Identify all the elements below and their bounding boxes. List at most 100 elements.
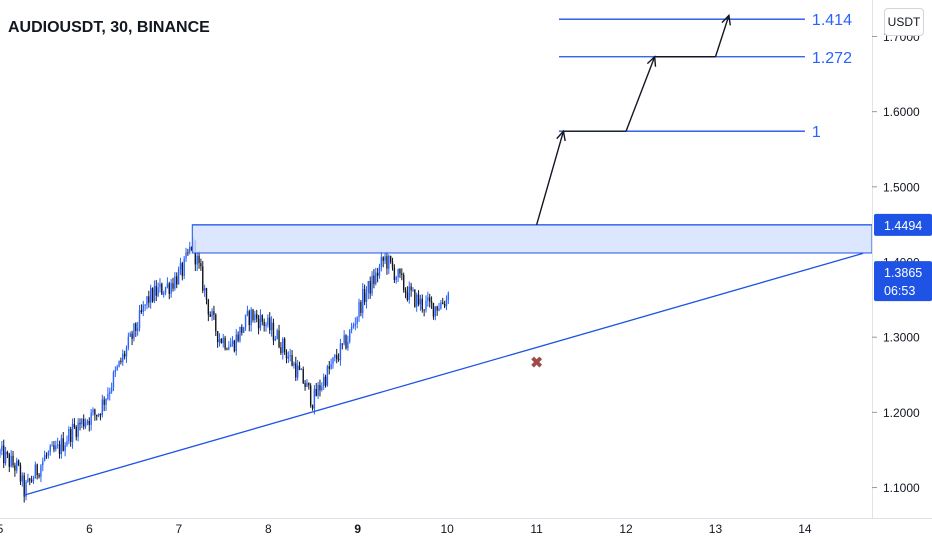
candle-body — [29, 478, 31, 481]
candle-body — [440, 302, 442, 309]
projection-segment — [714, 15, 730, 57]
candle-body — [423, 309, 425, 311]
candle-body — [3, 445, 5, 464]
candle-body — [146, 296, 148, 305]
candle-body — [172, 283, 174, 289]
candle-body — [274, 339, 277, 341]
candle-body — [43, 455, 46, 462]
candles-group — [0, 237, 450, 503]
candle-body — [220, 339, 223, 344]
candle-body — [276, 330, 278, 340]
candle-body — [296, 365, 299, 378]
countdown-label: 06:53 — [884, 284, 915, 298]
candle-body — [198, 255, 200, 264]
zone-price-badge — [874, 213, 932, 236]
candle-body — [170, 283, 172, 294]
candle-body — [163, 293, 165, 295]
time-tick-label: 8 — [265, 522, 272, 536]
candle-body — [105, 398, 107, 405]
candle-body — [291, 355, 293, 366]
candle-body — [244, 314, 247, 328]
candle-body — [157, 287, 159, 296]
candle-body — [259, 315, 262, 329]
candle-body — [17, 460, 20, 466]
candle-body — [378, 266, 381, 276]
candle-body — [101, 399, 104, 416]
candle-body — [10, 455, 12, 467]
candle-body — [161, 283, 163, 295]
candle-body — [415, 294, 418, 307]
candle-body — [360, 302, 362, 313]
candle-body — [148, 296, 150, 303]
candle-body — [83, 418, 85, 427]
candle-body — [402, 274, 405, 291]
candle-body — [445, 299, 448, 307]
time-tick-label: 5 — [0, 522, 4, 536]
candle-body — [6, 452, 9, 455]
candle-body — [166, 283, 169, 288]
last-price-badge — [874, 261, 932, 302]
candle-body — [42, 461, 44, 466]
candle-body — [189, 246, 191, 253]
candle-body — [354, 323, 357, 326]
candle-body — [393, 267, 396, 281]
candle-body — [107, 393, 109, 399]
candle-body — [155, 285, 157, 296]
candle-body — [399, 268, 401, 274]
currency-selector[interactable]: USDT — [884, 8, 924, 36]
candle-body — [215, 314, 217, 332]
candle-body — [69, 429, 72, 442]
candle-body — [123, 353, 126, 357]
candle-body — [140, 310, 143, 312]
candle-body — [216, 331, 219, 343]
candle-body — [23, 475, 25, 497]
candle-body — [319, 384, 321, 391]
candle-body — [45, 455, 48, 457]
candle-body — [321, 386, 323, 391]
candle-body — [380, 257, 383, 267]
support-trendline — [23, 252, 864, 496]
candle-body — [176, 276, 178, 285]
candle-body — [242, 327, 245, 333]
price-tick-label: 1.2000 — [883, 406, 920, 420]
zone-price-badge-label: 1.4494 — [884, 219, 922, 233]
candle-body — [0, 450, 1, 454]
candle-body — [270, 322, 273, 331]
candle-body — [136, 328, 139, 331]
candle-body — [229, 343, 232, 347]
candle-body — [285, 351, 288, 359]
candle-body — [382, 257, 384, 261]
candle-body — [159, 283, 161, 288]
price-tick-label: 1.1000 — [883, 481, 920, 495]
candle-body — [339, 343, 342, 360]
candle-body — [196, 255, 198, 265]
candle-body — [209, 314, 211, 317]
candle-body — [401, 273, 403, 275]
candle-body — [430, 301, 433, 303]
candle-body — [356, 317, 358, 324]
candle-body — [14, 465, 16, 471]
candle-body — [66, 441, 68, 446]
candle-body — [300, 369, 303, 371]
candle-body — [218, 339, 221, 343]
candle-body — [389, 256, 392, 262]
price-tick-label: 1.6000 — [883, 105, 920, 119]
candle-body — [358, 302, 360, 318]
candle-body — [203, 288, 206, 291]
candle-body — [120, 360, 122, 362]
candle-body — [32, 478, 35, 482]
candle-body — [438, 308, 440, 311]
candle-body — [313, 388, 316, 409]
candle-body — [414, 289, 416, 307]
projection-segment — [535, 130, 565, 226]
candle-body — [222, 337, 224, 344]
candle-body — [298, 365, 301, 370]
candle-body — [233, 340, 236, 352]
candle-body — [27, 478, 29, 483]
candle-body — [211, 311, 213, 317]
candle-body — [21, 475, 24, 482]
candle-body — [174, 276, 176, 289]
candle-body — [334, 354, 336, 358]
candle-body — [282, 338, 284, 353]
